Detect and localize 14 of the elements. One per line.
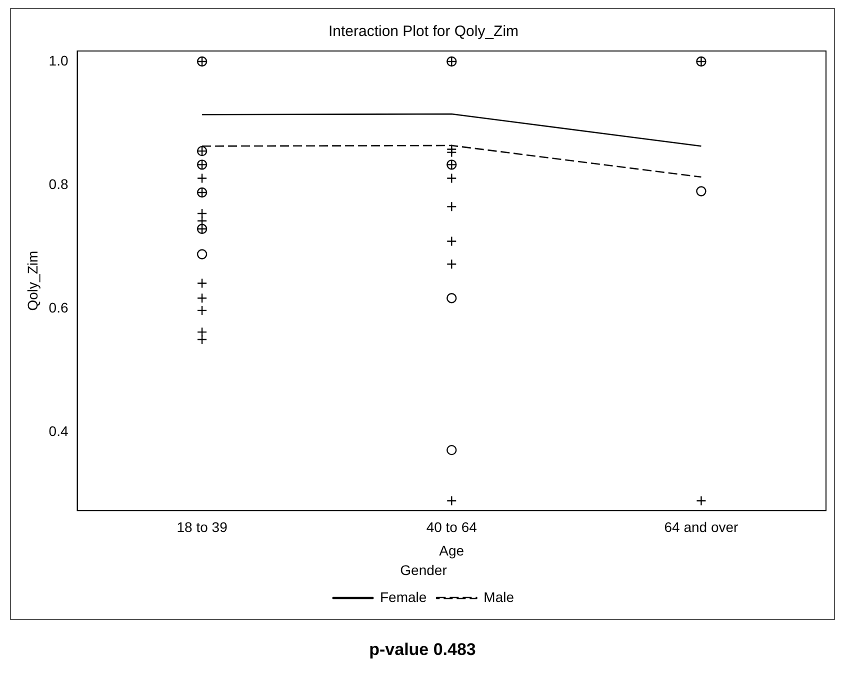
y-tick-label: 1.0: [48, 52, 68, 68]
legend-label: Female: [380, 588, 427, 605]
y-tick-label: 0.4: [48, 423, 68, 440]
text: p-value 0.483: [368, 640, 477, 660]
x-tick-label: 40 to 64: [426, 518, 478, 535]
y-axis-title: Qoly_Zim: [24, 250, 40, 311]
y-tick-label: 0.8: [48, 176, 68, 192]
y-tick-label: 0.6: [48, 299, 68, 316]
x-tick-label: 64 and over: [664, 518, 739, 535]
legend-label: Male: [484, 588, 514, 605]
legend-title: Gender: [400, 562, 448, 578]
chart-title: Interaction Plot for Qoly_Zim: [328, 23, 519, 40]
x-tick-label: 18 to 39: [176, 518, 228, 535]
x-axis-title: Age: [439, 542, 464, 559]
